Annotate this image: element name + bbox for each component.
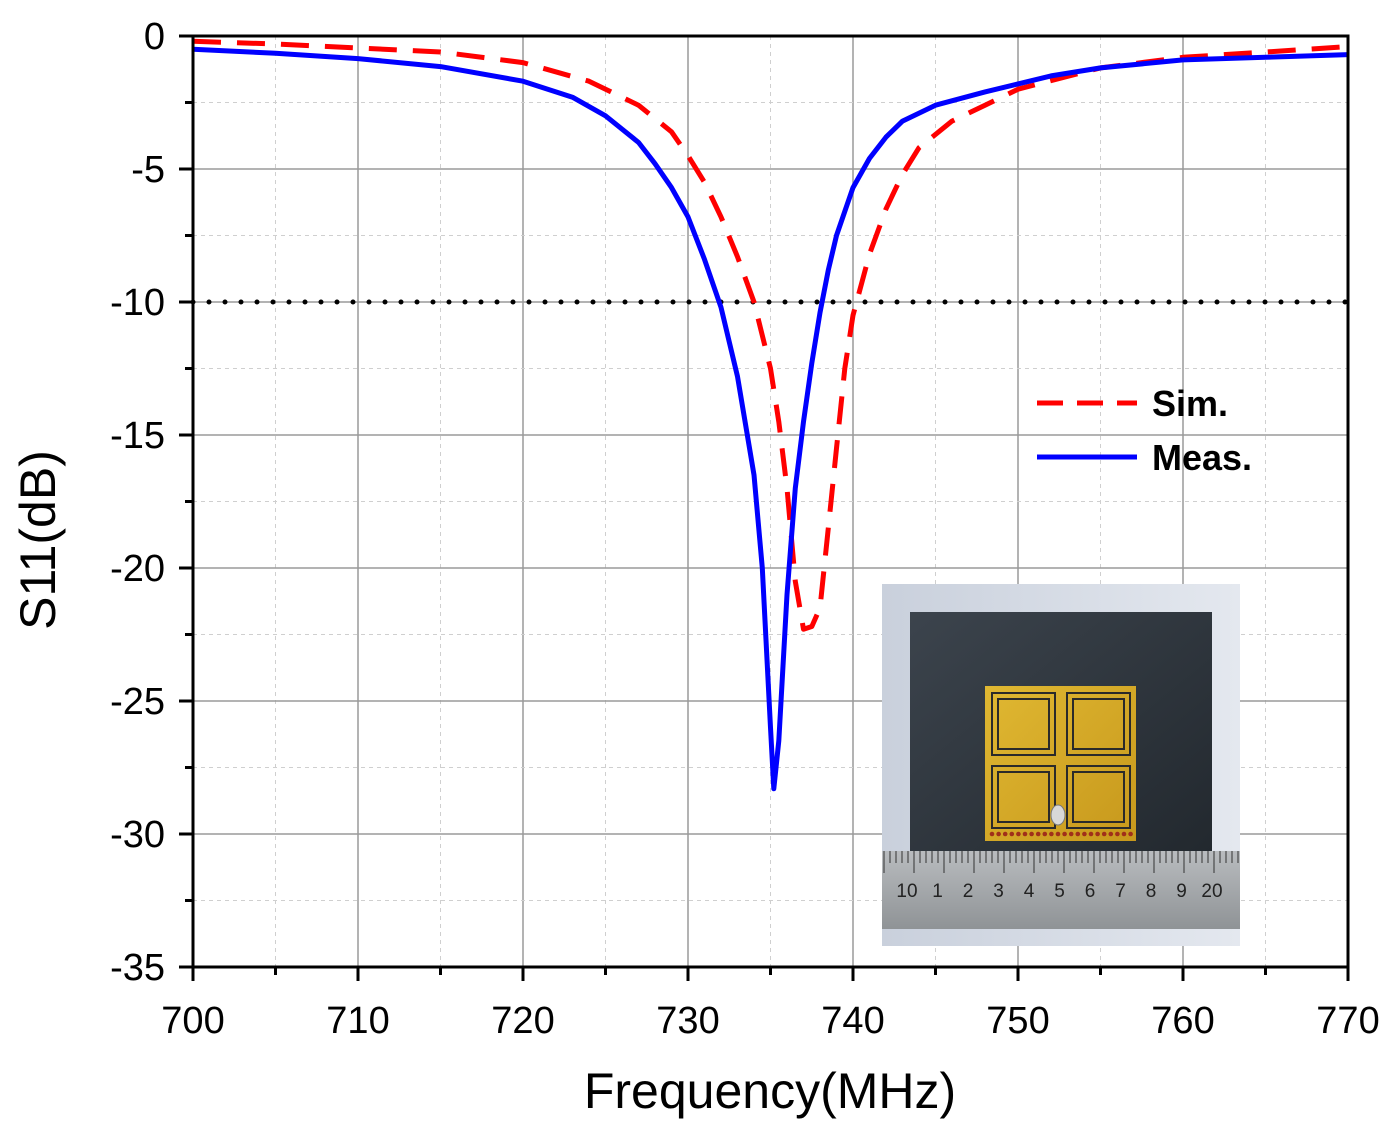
via xyxy=(1095,831,1100,837)
via xyxy=(1082,831,1087,837)
y-axis-title: S11(dB) xyxy=(10,450,66,630)
via-row xyxy=(989,831,1133,837)
ruler-label: 7 xyxy=(1115,881,1126,902)
ruler-label: 10 xyxy=(896,881,917,902)
via xyxy=(1049,831,1054,837)
y-tick-label: -5 xyxy=(131,149,165,191)
x-tick-labels: 700 710 720 730 740 750 760 770 xyxy=(161,1000,1379,1042)
y-tick-label: -25 xyxy=(110,681,165,723)
via xyxy=(996,831,1001,837)
legend-meas-label: Meas. xyxy=(1152,437,1252,478)
x-tick-label: 740 xyxy=(821,1000,884,1042)
via xyxy=(1022,831,1028,837)
y-tick-label: -30 xyxy=(110,814,165,856)
y-tick-label: -35 xyxy=(110,947,165,989)
x-tick-label: 730 xyxy=(656,1000,719,1042)
x-tick-label: 770 xyxy=(1316,1000,1379,1042)
series-line-meas xyxy=(193,46,1348,792)
series-line-sim xyxy=(193,38,1348,632)
via xyxy=(1035,831,1041,837)
series-lines xyxy=(193,38,1348,792)
y-tick-label: -15 xyxy=(110,415,165,457)
via xyxy=(1042,831,1048,837)
via xyxy=(1075,831,1081,837)
via xyxy=(1115,831,1120,837)
ruler-labels: 10 1 2 3 4 5 6 7 8 9 20 xyxy=(896,881,1222,902)
ruler-label: 8 xyxy=(1146,881,1157,902)
via xyxy=(1016,831,1021,837)
via xyxy=(1029,831,1034,837)
legend: Sim. Meas. xyxy=(1037,383,1252,478)
y-tick-labels: 0 -5 -10 -15 -20 -25 -30 -35 xyxy=(110,16,165,989)
via xyxy=(1068,831,1074,837)
via xyxy=(1009,831,1015,837)
ruler-label: 1 xyxy=(932,881,943,902)
via xyxy=(1002,831,1008,837)
x-axis-title: Frequency(MHz) xyxy=(584,1063,956,1119)
feed-connector xyxy=(1050,804,1066,826)
via xyxy=(989,831,995,837)
ruler-label: 5 xyxy=(1054,881,1065,902)
ruler-label: 2 xyxy=(963,881,974,902)
via xyxy=(1121,831,1127,837)
ruler-label: 20 xyxy=(1201,881,1222,902)
x-tick-label: 750 xyxy=(986,1000,1049,1042)
axis-ticks xyxy=(179,34,1350,981)
via xyxy=(1088,831,1094,837)
via xyxy=(1055,831,1061,837)
via xyxy=(1101,831,1107,837)
x-tick-label: 760 xyxy=(1151,1000,1214,1042)
x-tick-label: 700 xyxy=(161,1000,224,1042)
x-tick-label: 720 xyxy=(491,1000,554,1042)
antenna-photo-icon: 10 1 2 3 4 5 6 7 8 9 20 xyxy=(882,584,1240,946)
y-tick-label: 0 xyxy=(144,16,165,58)
ruler-ticks xyxy=(883,851,1239,873)
ruler xyxy=(882,851,1240,929)
patch-slots xyxy=(991,692,1131,829)
via xyxy=(1128,831,1133,837)
y-tick-label: -20 xyxy=(110,548,165,590)
ruler-label: 9 xyxy=(1176,881,1187,902)
ruler-label: 6 xyxy=(1085,881,1096,902)
ruler-label: 4 xyxy=(1024,881,1035,902)
via xyxy=(1108,831,1114,837)
via xyxy=(1062,831,1067,837)
legend-sim-label: Sim. xyxy=(1152,383,1228,424)
y-tick-label: -10 xyxy=(110,282,165,324)
ruler-label: 3 xyxy=(993,881,1004,902)
x-tick-label: 710 xyxy=(326,1000,389,1042)
